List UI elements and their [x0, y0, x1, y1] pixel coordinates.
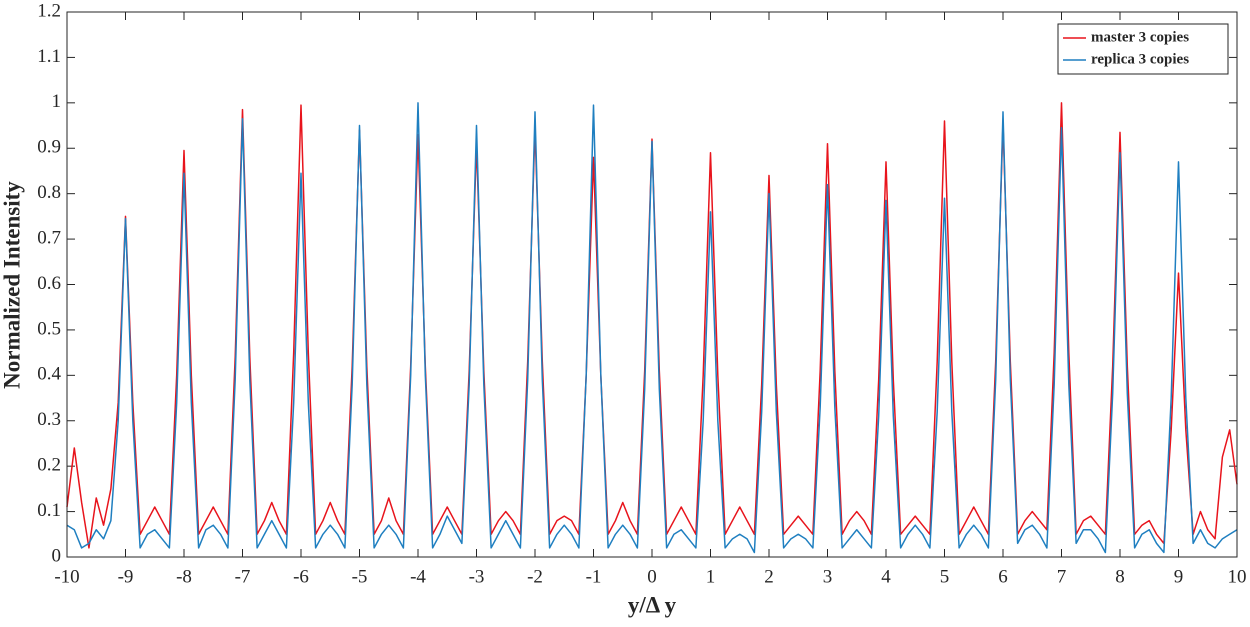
y-tick-label: 0.9 [37, 137, 61, 158]
y-tick-label: 0.4 [37, 364, 61, 385]
y-tick-label: 0 [52, 545, 62, 566]
y-tick-label: 1.1 [37, 46, 61, 67]
x-tick-label: -8 [176, 566, 192, 587]
y-axis-label: Normalized Intensity [0, 181, 24, 389]
x-tick-label: -1 [586, 566, 602, 587]
legend-label: replica 3 copies [1091, 51, 1189, 67]
x-tick-label: 5 [940, 566, 950, 587]
y-tick-label: 0.6 [37, 273, 61, 294]
y-tick-label: 0.1 [37, 500, 61, 521]
x-tick-label: 1 [706, 566, 716, 587]
x-tick-label: 4 [881, 566, 891, 587]
x-tick-label: 8 [1115, 566, 1125, 587]
x-tick-label: -10 [54, 566, 79, 587]
x-tick-label: 10 [1228, 566, 1247, 587]
plot-frame [66, 11, 1238, 558]
x-tick-label: -4 [410, 566, 426, 587]
x-axis-label: y/Δ y [628, 592, 677, 617]
data-line [66, 102, 1238, 549]
y-tick-label: 0.3 [37, 409, 61, 430]
x-tick-label: 2 [764, 566, 774, 587]
y-tick-label: 1.2 [37, 0, 61, 21]
y-tick-label: 0.5 [37, 318, 61, 339]
x-tick-label: 0 [647, 566, 657, 587]
data-line [66, 102, 1238, 554]
x-tick-label: 7 [1057, 566, 1067, 587]
y-tick-label: 0.8 [37, 182, 61, 203]
x-tick-label: -6 [293, 566, 309, 587]
x-tick-label: -2 [527, 566, 543, 587]
y-tick-label: 0.7 [37, 227, 61, 248]
x-tick-label: -9 [118, 566, 134, 587]
legend-label: master 3 copies [1091, 29, 1189, 45]
x-tick-label: 6 [998, 566, 1008, 587]
x-tick-label: -7 [235, 566, 251, 587]
x-tick-label: 9 [1174, 566, 1184, 587]
legend-box [1057, 23, 1229, 75]
y-tick-label: 1 [52, 91, 62, 112]
x-tick-label: -5 [352, 566, 368, 587]
x-tick-label: -3 [469, 566, 485, 587]
y-tick-label: 0.2 [37, 455, 61, 476]
x-tick-label: 3 [823, 566, 833, 587]
